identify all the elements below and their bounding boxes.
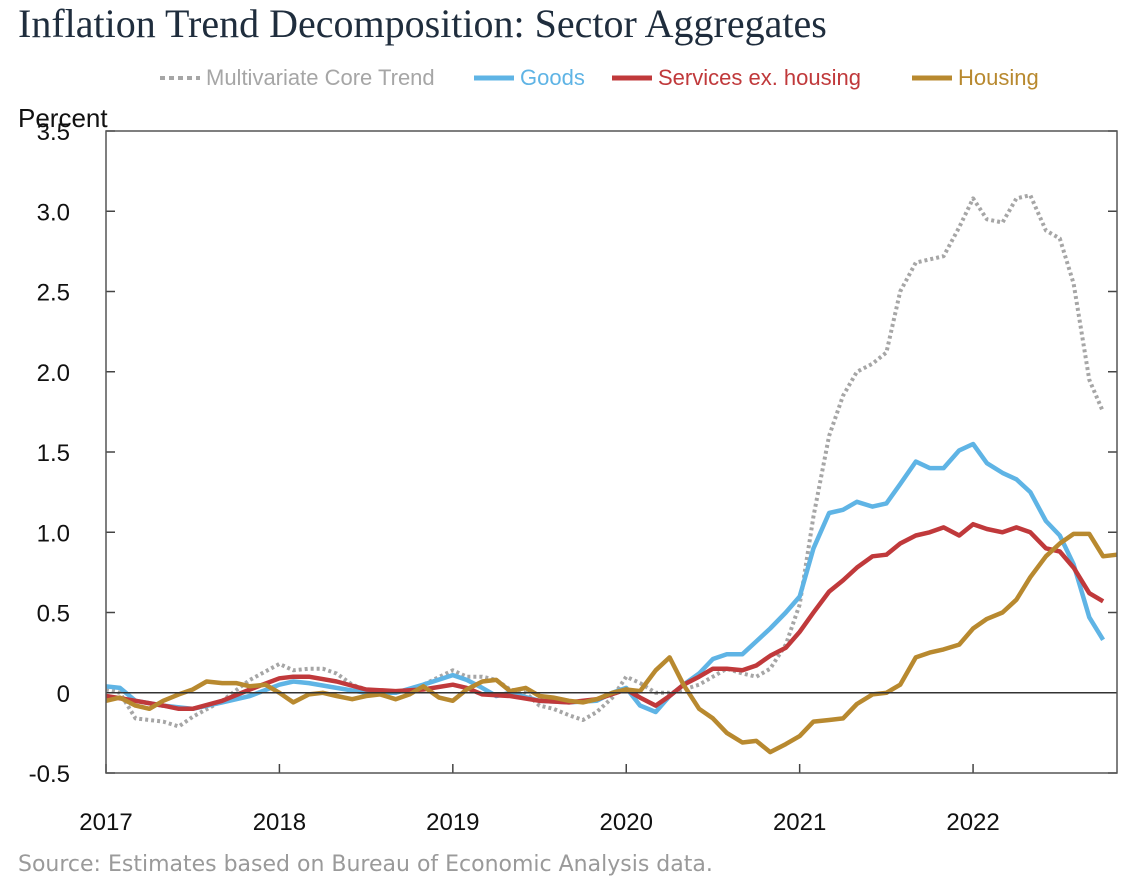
y-tick-label: 0.5 [37,601,70,628]
legend-swatch-multivariate-core-trend [160,76,200,80]
chart-title: Inflation Trend Decomposition: Sector Ag… [18,1,827,46]
series-line-housing [105,531,1118,755]
y-tick-label: 0 [57,681,70,708]
y-tick-label: 3.5 [37,119,70,146]
legend-swatch-goods [474,75,514,81]
plot-frame [105,130,1118,774]
y-axis-label: Percent [18,103,108,133]
y-tick-label: 1.5 [37,440,70,467]
legend-label-multivariate-core-trend: Multivariate Core Trend [206,65,435,90]
y-tick-label: 2.5 [37,280,70,307]
x-tick-label: 2022 [946,809,999,836]
x-tick-label: 2021 [773,809,826,836]
series-line-goods [105,441,1106,715]
y-tick-label: -0.5 [29,761,70,788]
x-tick-label: 2018 [253,809,306,836]
y-tick-label: 2.0 [37,360,70,387]
x-tick-label: 2020 [600,809,653,836]
x-tick-label: 2017 [79,809,132,836]
y-tick-label: 1.0 [37,520,70,547]
series-line-services-ex-housing [105,521,1105,712]
series-layer [105,193,1118,755]
legend-label-services-ex-housing: Services ex. housing [658,65,861,90]
legend: Multivariate Core Trend Goods Services e… [0,62,1144,94]
x-axis: 2017 2018 2019 2020 2021 2022 [79,764,1000,836]
legend-swatch-services-ex-housing [612,75,652,81]
legend-swatch-housing [912,75,952,81]
y-tick-label: 3.0 [37,199,70,226]
legend-label-goods: Goods [520,65,585,90]
x-tick-label: 2019 [426,809,479,836]
legend-label-housing: Housing [958,65,1039,90]
source-note: Source: Estimates based on Bureau of Eco… [18,852,713,877]
